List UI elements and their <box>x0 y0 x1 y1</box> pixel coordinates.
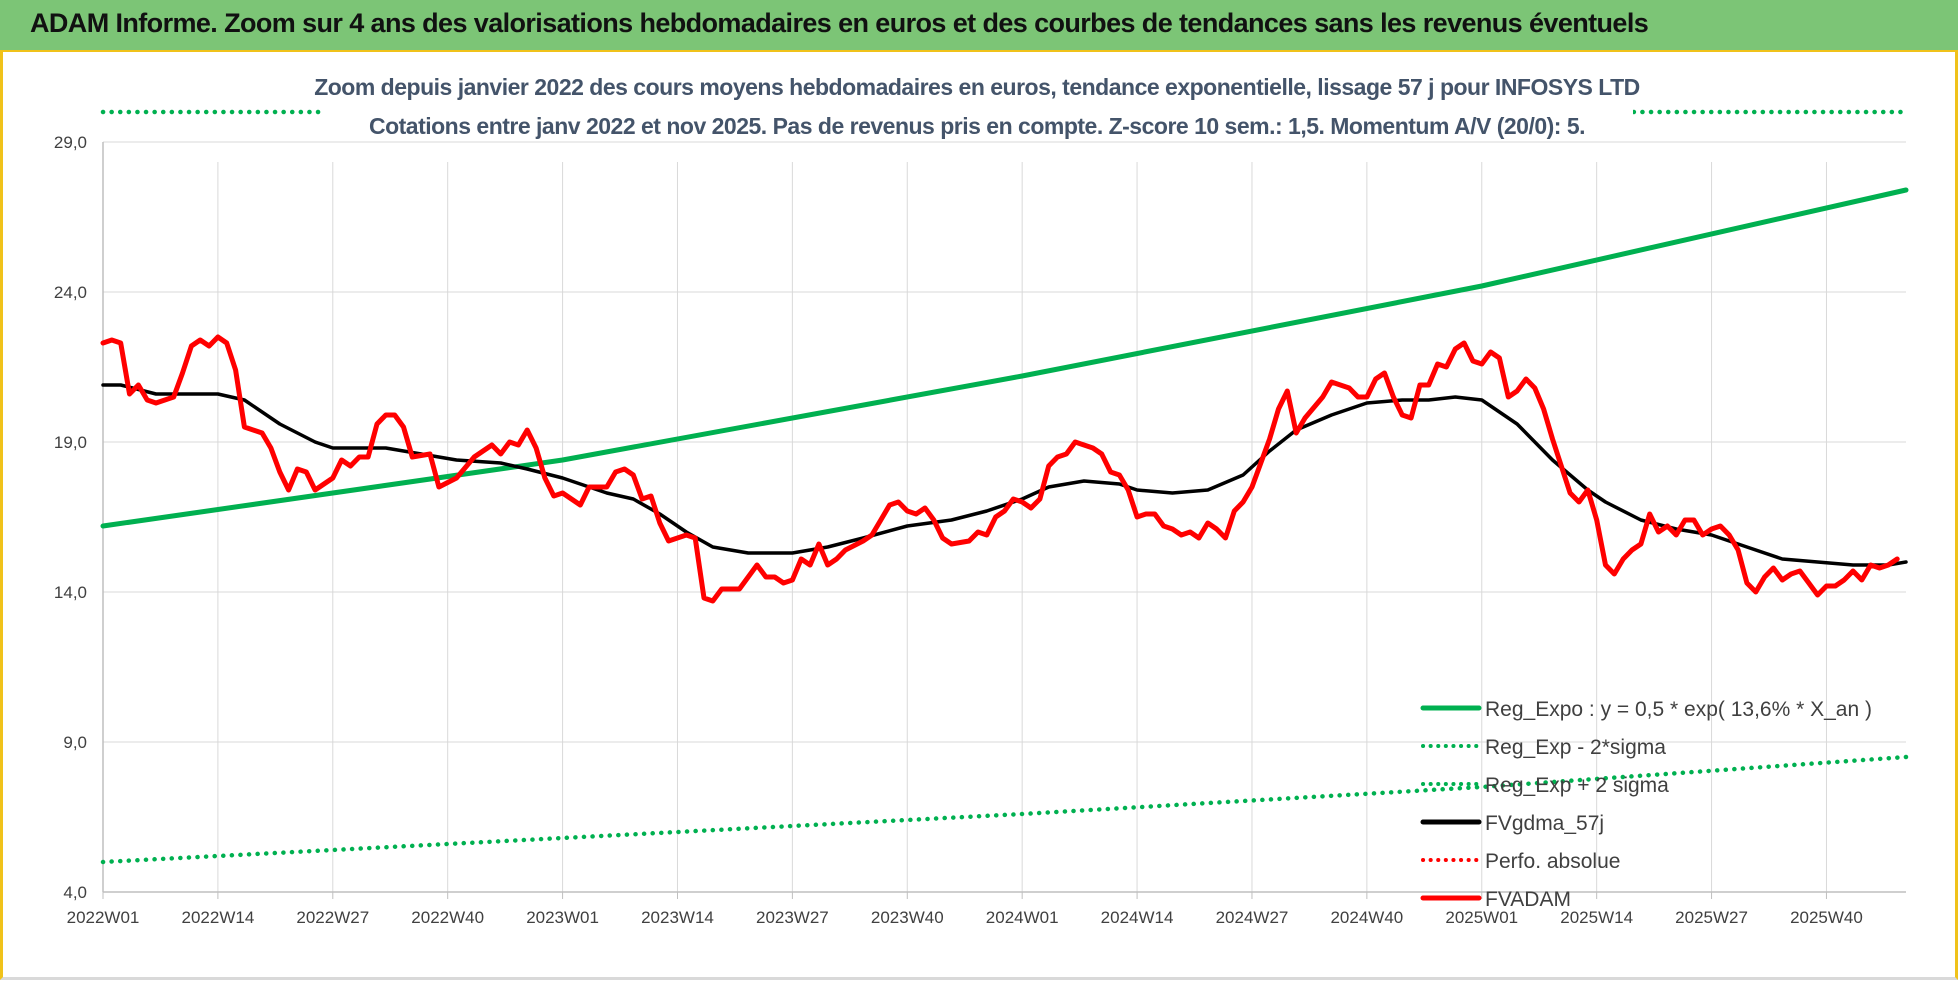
chart-frame: 4,0 9,0 14,0 19,0 24,0 29,0 2022W01 2022W14 2022… <box>0 52 1958 980</box>
x-tick-label: 2025W40 <box>1790 908 1863 927</box>
y-tick-label: 9,0 <box>63 733 87 752</box>
x-tick-label: 2022W14 <box>182 908 255 927</box>
y-tick-label: 4,0 <box>63 883 87 902</box>
legend-label-5: FVADAM <box>1485 888 1571 911</box>
chart-axes: 4,0 9,0 14,0 19,0 24,0 29,0 2022W01 2022W14 2022… <box>54 133 1906 927</box>
legend-label-4: Perfo. absolue <box>1485 850 1620 873</box>
report-title: ADAM Informe. Zoom sur 4 ans des valoris… <box>30 8 1649 38</box>
x-tick-label: 2022W01 <box>67 908 140 927</box>
x-tick-label: 2024W40 <box>1330 908 1403 927</box>
report-header: ADAM Informe. Zoom sur 4 ans des valoris… <box>0 0 1958 52</box>
y-tick-label: 14,0 <box>54 583 87 602</box>
x-tick-label: 2025W14 <box>1560 908 1633 927</box>
subtitle-line-1: Zoom depuis janvier 2022 des cours moyen… <box>314 74 1640 100</box>
legend-label-1: Reg_Exp - 2*sigma <box>1485 736 1666 759</box>
chart-subtitle: Zoom depuis janvier 2022 des cours moyen… <box>314 62 1640 139</box>
x-tick-label: 2023W40 <box>871 908 944 927</box>
line-chart: 4,0 9,0 14,0 19,0 24,0 29,0 2022W01 2022W14 2022… <box>54 62 1909 927</box>
x-tick-label: 2023W27 <box>756 908 829 927</box>
legend-label-3: FVgdma_57j <box>1485 812 1604 835</box>
legend-label-2: Reg_Exp + 2 sigma <box>1485 774 1669 797</box>
y-tick-label: 29,0 <box>54 133 87 152</box>
x-tick-label: 2022W27 <box>296 908 369 927</box>
x-tick-label: 2024W27 <box>1216 908 1289 927</box>
subtitle-background <box>321 62 1633 124</box>
y-tick-label: 24,0 <box>54 283 87 302</box>
legend-label-0: Reg_Expo : y = 0,5 * exp( 13,6% * X_an ) <box>1485 698 1872 721</box>
series-line-1 <box>100 754 1909 865</box>
y-tick-label: 19,0 <box>54 433 87 452</box>
series-line-0 <box>100 187 1909 529</box>
x-tick-label: 2024W14 <box>1101 908 1174 927</box>
x-tick-label: 2024W01 <box>986 908 1059 927</box>
subtitle-line-2: Cotations entre janv 2022 et nov 2025. P… <box>369 113 1585 139</box>
series-line-3 <box>101 383 1908 567</box>
x-tick-label: 2023W01 <box>526 908 599 927</box>
x-tick-label: 2025W27 <box>1675 908 1748 927</box>
series-line-5 <box>100 334 1900 604</box>
x-tick-label: 2025W01 <box>1445 908 1518 927</box>
x-tick-label: 2022W40 <box>411 908 484 927</box>
x-tick-label: 2023W14 <box>641 908 714 927</box>
chart-legend: Reg_Expo : y = 0,5 * exp( 13,6% * X_an )… <box>1420 698 1872 911</box>
